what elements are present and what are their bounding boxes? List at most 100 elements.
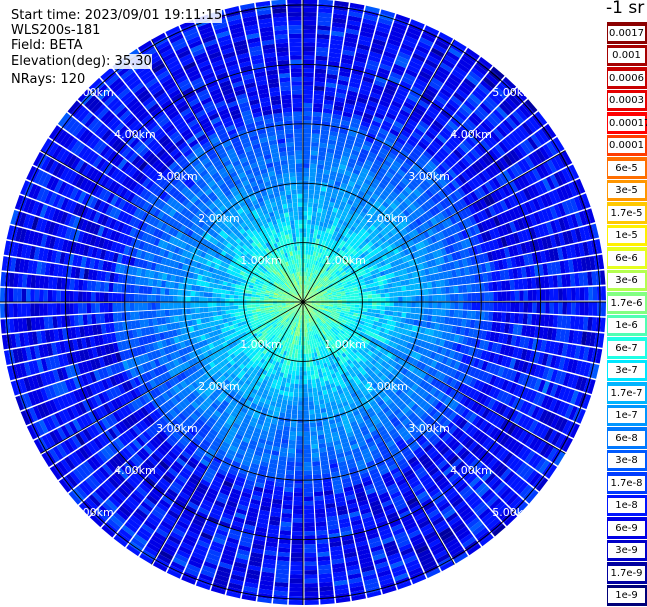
range-gate — [488, 292, 494, 302]
range-gate — [387, 108, 399, 117]
range-gate — [372, 38, 386, 47]
range-gate — [333, 256, 339, 262]
range-gate — [305, 276, 307, 281]
range-gate — [307, 383, 313, 389]
range-gate — [304, 293, 307, 299]
range-gate — [303, 280, 306, 285]
range-gate — [422, 179, 432, 189]
range-gate — [482, 99, 495, 112]
range-gate — [318, 443, 327, 449]
range-gate — [418, 70, 432, 81]
range-gate — [314, 495, 324, 501]
range-gate — [354, 252, 360, 259]
range-gate — [304, 280, 307, 285]
range-gate — [309, 172, 316, 178]
range-gate — [310, 163, 317, 169]
range-gate — [376, 293, 381, 298]
range-gate — [329, 43, 343, 50]
range-gate — [303, 241, 306, 246]
range-gate — [433, 154, 444, 164]
range-gate — [380, 9, 396, 18]
range-gate — [324, 255, 329, 261]
range-gate — [532, 289, 537, 301]
range-gate — [371, 163, 381, 171]
range-gate — [358, 152, 368, 160]
range-gate — [323, 165, 332, 171]
range-gate — [296, 362, 300, 367]
range-gate — [337, 79, 349, 86]
range-gate — [414, 313, 420, 320]
range-gate — [393, 306, 399, 312]
range-gate — [341, 297, 347, 300]
range-gate — [356, 224, 363, 232]
range-gate — [293, 396, 299, 402]
range-gate — [315, 238, 320, 244]
range-gate — [322, 108, 333, 114]
range-gate — [306, 280, 309, 286]
range-gate — [291, 548, 303, 554]
range-gate — [349, 153, 359, 161]
range-gate — [314, 275, 319, 280]
range-gate — [327, 60, 340, 67]
range-gate — [322, 112, 332, 119]
range-gate — [303, 163, 310, 168]
range-gate — [379, 222, 387, 230]
range-gate — [401, 177, 410, 186]
range-gate — [295, 370, 300, 376]
range-gate — [452, 39, 467, 51]
range-gate — [286, 461, 295, 467]
range-gate — [380, 293, 386, 298]
range-gate — [303, 124, 312, 130]
range-gate — [291, 352, 295, 358]
range-gate — [385, 136, 396, 145]
range-gate — [509, 279, 515, 291]
range-gate — [434, 180, 444, 190]
range-gate — [494, 86, 507, 99]
range-gate — [408, 60, 422, 70]
range-gate — [449, 286, 455, 294]
range-gate — [364, 108, 375, 116]
range-gate — [426, 55, 441, 66]
range-gate — [284, 386, 290, 392]
range-gate — [362, 311, 368, 316]
range-gate — [303, 487, 313, 493]
range-gate — [313, 233, 318, 239]
range-gate — [396, 55, 410, 65]
range-gate — [434, 39, 449, 51]
range-gate — [289, 578, 303, 584]
range-gate — [303, 293, 305, 298]
range-gate — [562, 302, 568, 315]
range-gate — [426, 84, 439, 95]
range-gate — [383, 226, 391, 234]
range-gate — [317, 203, 324, 209]
range-gate — [318, 151, 326, 157]
range-gate — [448, 317, 454, 325]
range-gate — [343, 253, 349, 259]
range-gate — [317, 434, 325, 440]
range-gate — [347, 90, 358, 97]
range-gate — [343, 147, 352, 154]
range-gate — [307, 272, 310, 277]
range-gate — [437, 294, 442, 302]
range-gate — [392, 199, 401, 207]
range-gate — [392, 96, 405, 105]
range-gate — [280, 443, 289, 449]
range-gate — [322, 264, 327, 270]
range-gate — [386, 79, 399, 88]
range-gate — [457, 160, 468, 171]
range-gate — [324, 160, 332, 167]
range-gate — [367, 308, 372, 313]
range-gate — [318, 262, 323, 268]
range-gate — [332, 230, 339, 237]
range-gate — [333, 300, 338, 302]
range-gate — [478, 56, 493, 69]
range-gate — [339, 234, 346, 241]
range-gate — [384, 208, 392, 216]
range-gate — [355, 101, 367, 109]
range-gate — [380, 297, 386, 302]
range-gate — [388, 34, 403, 43]
range-gate — [361, 314, 367, 319]
range-gate — [372, 116, 384, 124]
range-gate — [444, 123, 456, 134]
range-gate — [328, 52, 341, 59]
